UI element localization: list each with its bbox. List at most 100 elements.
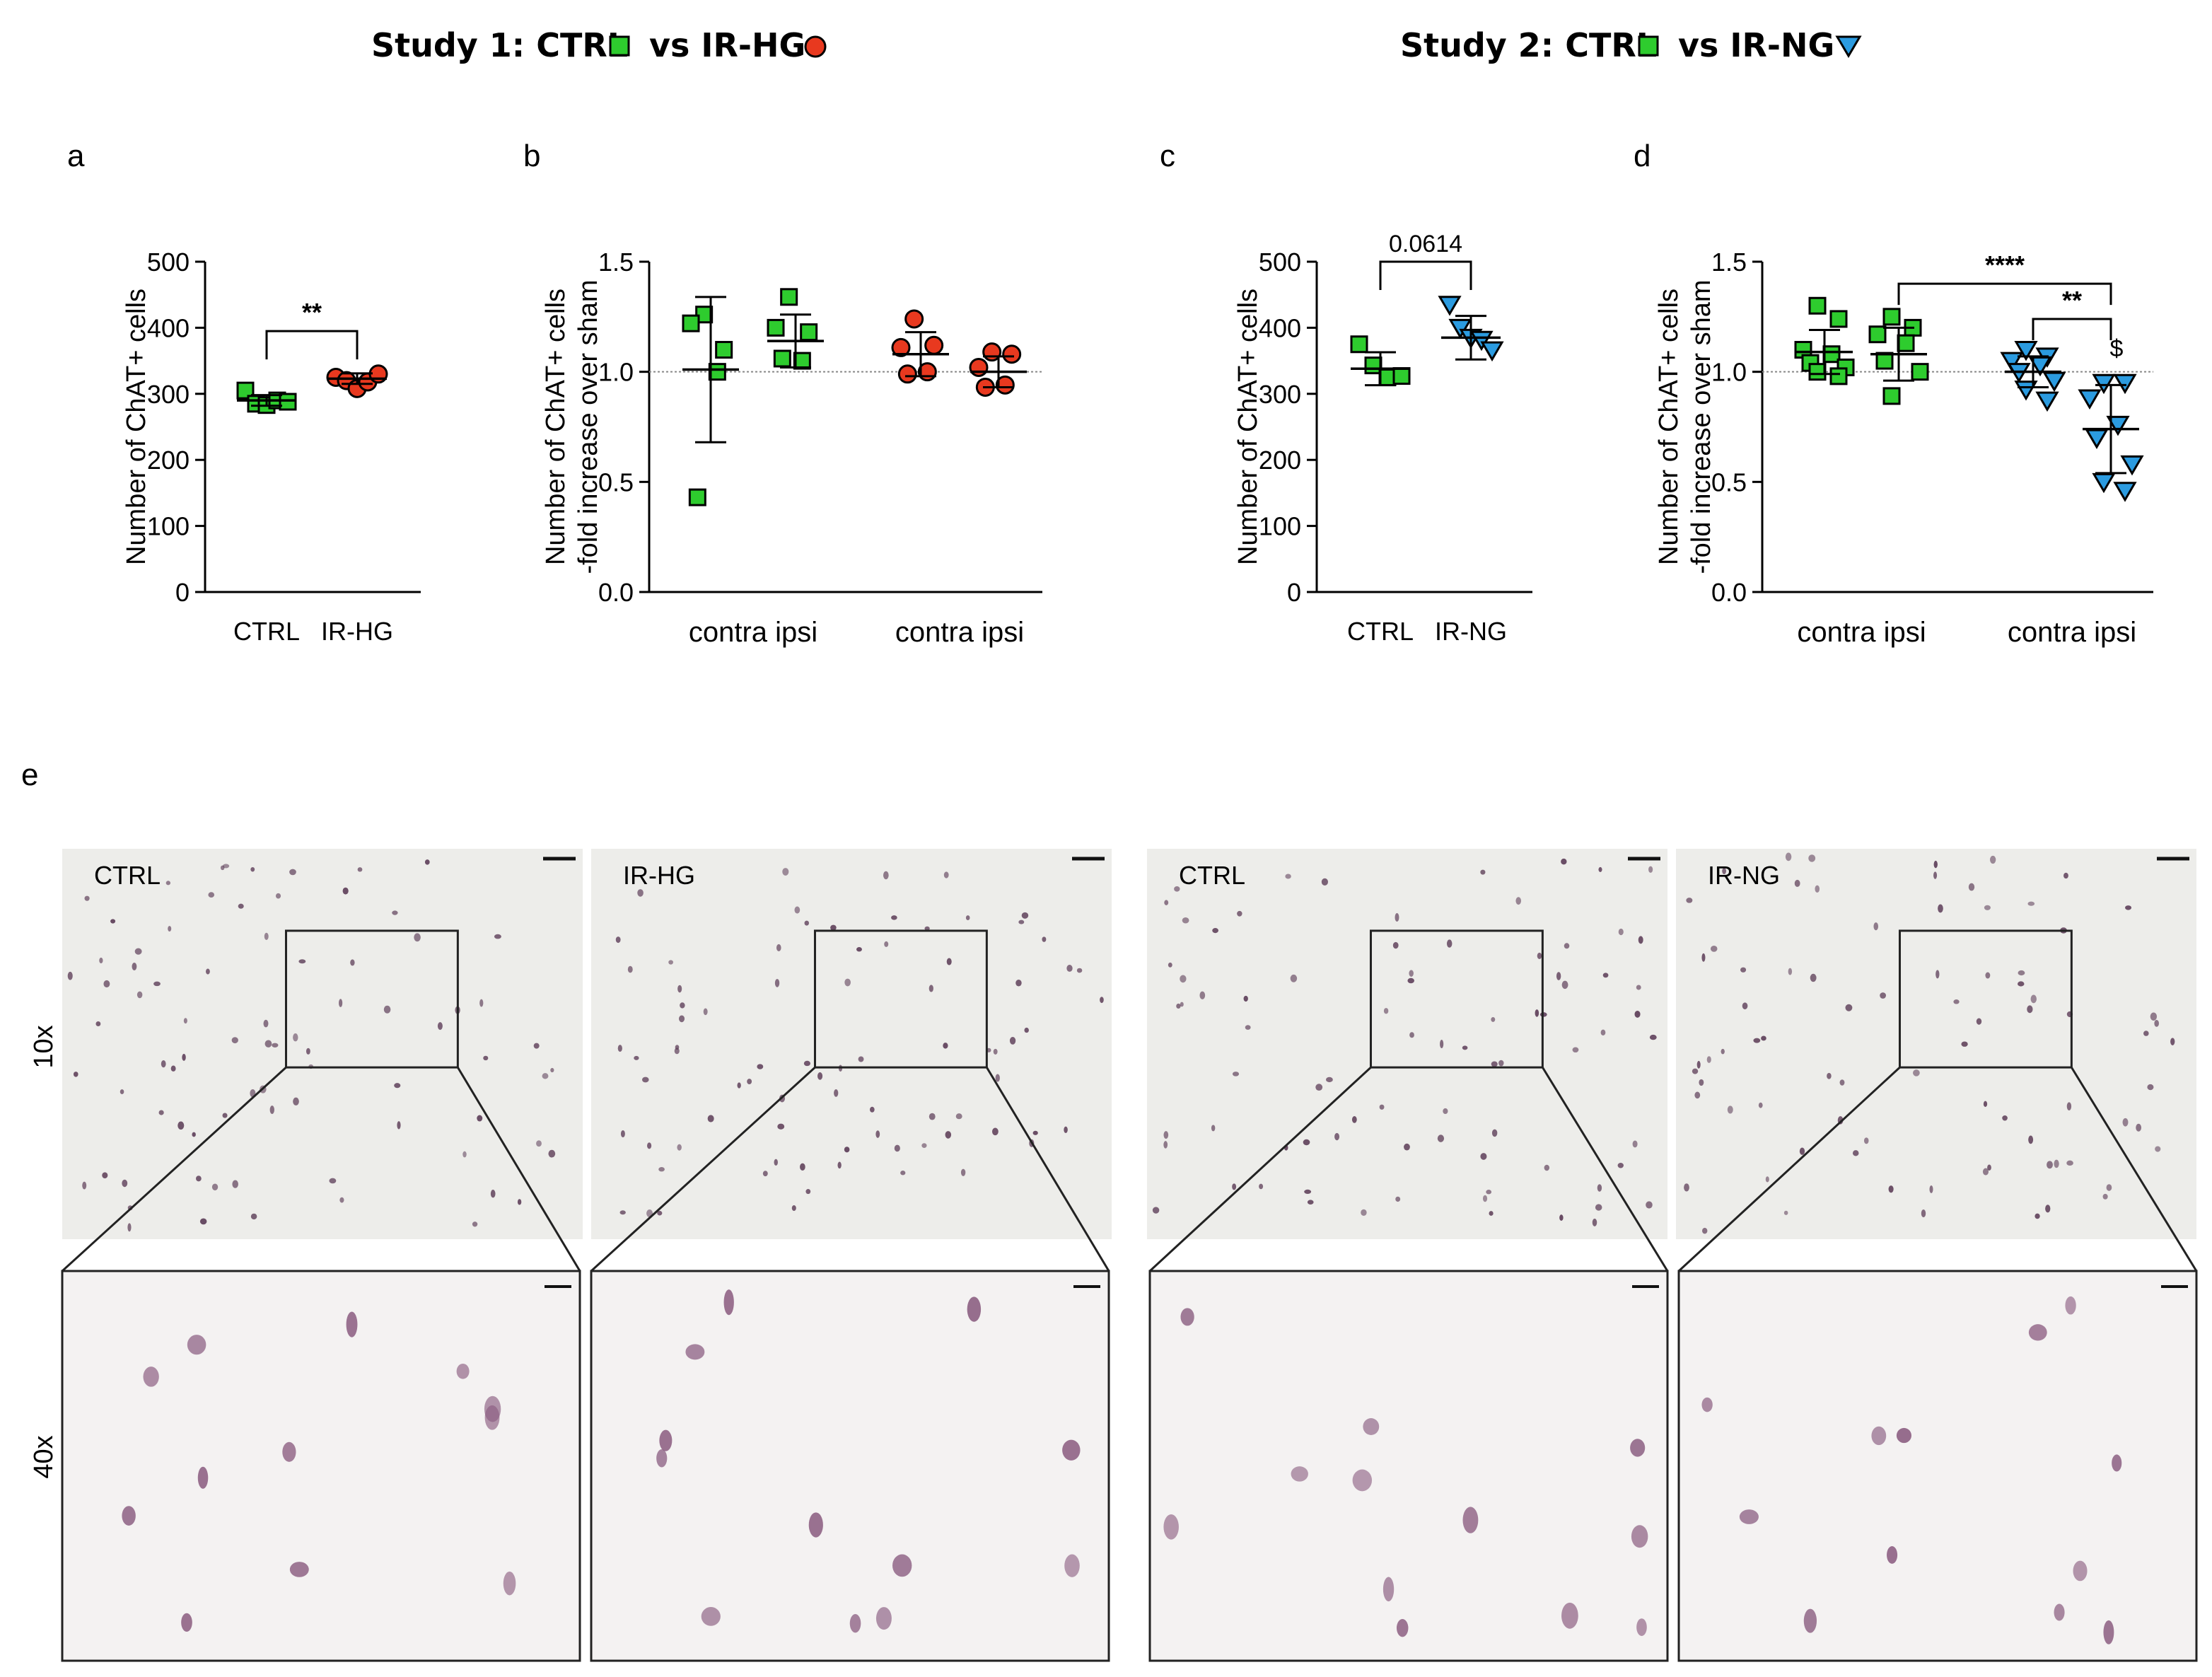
group-label: contra ipsi xyxy=(689,617,817,648)
cell xyxy=(2028,1324,2047,1341)
cell xyxy=(1559,1214,1564,1221)
cell xyxy=(232,1180,238,1188)
cell xyxy=(134,948,142,955)
cell xyxy=(1701,1397,1713,1412)
data-point xyxy=(995,375,1015,395)
data-point xyxy=(1829,367,1848,385)
cell xyxy=(1211,1125,1216,1132)
cell xyxy=(1631,1525,1648,1548)
data-point xyxy=(2092,472,2116,494)
error-bar xyxy=(237,394,296,407)
cell xyxy=(1180,1002,1184,1007)
cell xyxy=(82,1181,87,1190)
cell xyxy=(289,1562,309,1577)
data-point xyxy=(1438,296,1462,316)
group-label: contra ipsi xyxy=(895,617,1024,648)
zoom-box xyxy=(1369,929,1544,1069)
cell xyxy=(208,892,215,898)
cell xyxy=(993,1048,998,1055)
cell xyxy=(1684,1183,1689,1192)
cell xyxy=(800,1163,805,1171)
cell xyxy=(1758,1102,1763,1108)
cell xyxy=(960,1168,966,1176)
cell xyxy=(206,968,210,975)
cell xyxy=(844,978,851,987)
cell xyxy=(548,1149,556,1158)
chart-c: 0 100 200 300 400 500 Number of ChAT+ cells CTR… xyxy=(1233,231,1532,646)
cell xyxy=(2045,1205,2051,1213)
category-label: IR-HG xyxy=(321,617,393,646)
y-tick-label: 400 xyxy=(147,313,190,342)
cell xyxy=(2028,1135,2034,1144)
cell xyxy=(1163,1131,1169,1139)
cell xyxy=(1595,1204,1602,1211)
cell xyxy=(1174,886,1180,892)
cell xyxy=(1936,970,1940,979)
cell xyxy=(1983,1101,1988,1108)
cell xyxy=(1982,1168,1989,1176)
cell xyxy=(1976,1018,1982,1025)
cell xyxy=(182,1053,186,1061)
cell xyxy=(1437,1135,1445,1142)
error-bar xyxy=(1351,351,1410,387)
study2-ctrl-legend-square xyxy=(1638,35,1659,57)
cell xyxy=(2154,1019,2159,1027)
cell xyxy=(1491,1129,1498,1137)
y-tick-label: 300 xyxy=(1259,380,1301,409)
cell xyxy=(1164,900,1169,905)
bracket-line xyxy=(265,330,359,360)
cell xyxy=(965,915,970,920)
cell xyxy=(2030,994,2037,1004)
cell xyxy=(1032,1130,1038,1135)
cell xyxy=(945,1131,952,1139)
cell xyxy=(357,867,363,872)
micrograph-10x-bg xyxy=(1147,849,1667,1239)
cell xyxy=(2150,1012,2158,1021)
zoom-line-right xyxy=(457,1067,581,1272)
cell xyxy=(1564,943,1570,949)
cell xyxy=(844,1147,850,1153)
cell xyxy=(2035,1213,2040,1219)
cell xyxy=(1990,855,1996,864)
data-point xyxy=(2000,352,2024,373)
data-point xyxy=(682,314,700,332)
cell xyxy=(282,1441,296,1462)
cell xyxy=(805,1189,811,1195)
cell xyxy=(122,1506,136,1526)
cell xyxy=(1440,1039,1444,1048)
category-label: IR-NG xyxy=(1435,617,1507,646)
cell xyxy=(1290,974,1298,982)
cell xyxy=(2112,1454,2122,1472)
micrograph-40x-bg xyxy=(61,1270,581,1662)
series-1-1 xyxy=(969,342,1027,397)
cell xyxy=(211,1183,219,1191)
cell xyxy=(161,1060,166,1068)
significance-label: ** xyxy=(2062,286,2082,315)
cell xyxy=(656,1449,668,1468)
micrograph-40x-3 xyxy=(1677,1270,2198,1662)
series-1-0 xyxy=(891,309,949,384)
significance-bracket: 0.0614 xyxy=(1379,231,1472,290)
cell xyxy=(830,924,837,931)
error-bar xyxy=(1870,326,1927,382)
cell xyxy=(1692,1068,1699,1074)
cell xyxy=(1163,1141,1168,1149)
cell-bodies xyxy=(122,1311,516,1632)
cell xyxy=(657,1210,663,1216)
data-point xyxy=(891,337,911,357)
significance-label: **** xyxy=(1985,250,2025,279)
cell xyxy=(264,932,269,940)
cell xyxy=(924,926,930,931)
cell xyxy=(479,999,484,1007)
data-point xyxy=(2092,373,2116,395)
study2-irng-legend-triangle xyxy=(1835,35,1862,58)
cell xyxy=(1379,1104,1385,1110)
cell xyxy=(1066,965,1073,972)
cell xyxy=(165,881,171,886)
y-axis-label: Number of ChAT+ cells -fold increase over… xyxy=(1654,279,1716,574)
cell xyxy=(346,1311,358,1337)
data-point xyxy=(969,357,989,377)
data-point xyxy=(1897,334,1915,352)
cell xyxy=(1491,1016,1496,1022)
cell xyxy=(2143,1031,2149,1036)
